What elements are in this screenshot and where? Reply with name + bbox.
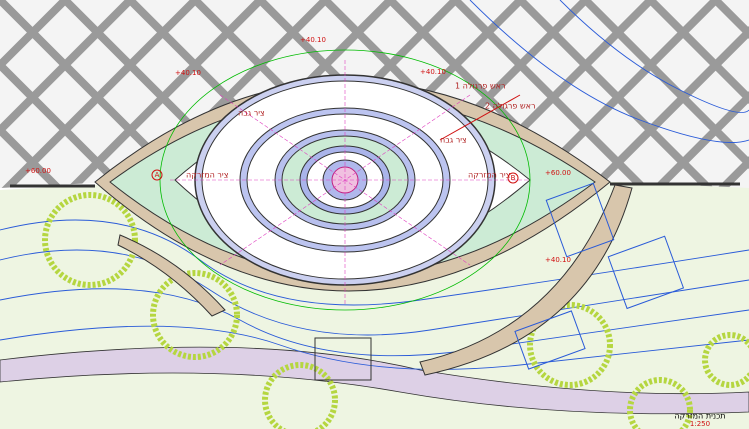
secondary-axis: ציר גבה (238, 109, 265, 118)
west-walk (117, 234, 226, 317)
axis-label: ציר המזרקה (468, 171, 511, 180)
pergolas (514, 182, 685, 370)
axis-mark: B (511, 174, 516, 182)
radial-lines (170, 60, 530, 305)
pergola-label: ראש פרגולה 2 (485, 102, 535, 111)
structure (314, 337, 372, 381)
east-walk (419, 184, 633, 376)
plan-scale: 1:250 (690, 420, 710, 428)
leader (439, 94, 521, 141)
axis-label: ציר המזרקה (186, 171, 229, 180)
pergola-label: ראש פרגולה 1 (455, 82, 505, 91)
level: +60.00 (25, 167, 51, 175)
secondary-axis: ציר גבה (440, 136, 467, 145)
axis-mark: A (155, 171, 160, 179)
axis-mark-ring (151, 169, 163, 181)
level: +40.10 (420, 68, 446, 76)
level: +60.00 (545, 169, 571, 177)
level: +40.10 (545, 256, 571, 264)
level: +40.10 (300, 36, 326, 44)
plan-title: תכנית המזרקה (674, 412, 725, 421)
level: +40.10 (175, 69, 201, 77)
axis-arcs (159, 49, 531, 311)
trees (42, 192, 749, 429)
axis-mark-ring (507, 172, 519, 184)
